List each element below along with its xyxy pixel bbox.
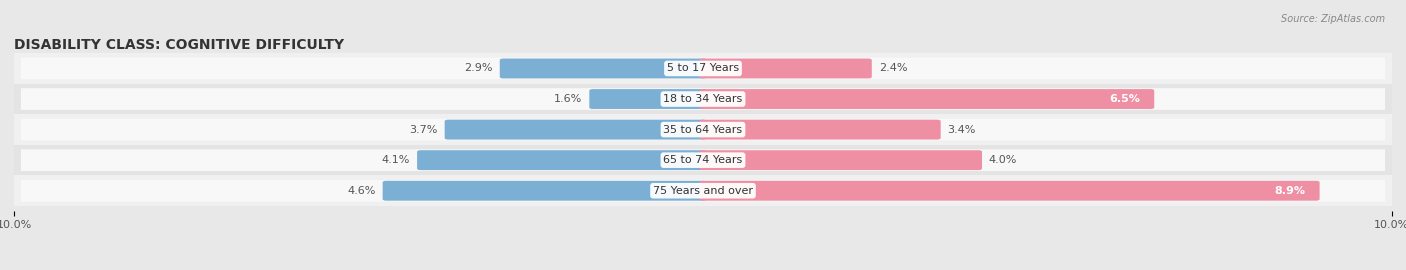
- Text: 75 Years and over: 75 Years and over: [652, 186, 754, 196]
- Text: 4.1%: 4.1%: [382, 155, 411, 165]
- FancyBboxPatch shape: [14, 176, 1392, 206]
- Text: 2.9%: 2.9%: [464, 63, 494, 73]
- FancyBboxPatch shape: [21, 149, 1385, 171]
- FancyBboxPatch shape: [21, 58, 1385, 79]
- Text: 1.6%: 1.6%: [554, 94, 582, 104]
- FancyBboxPatch shape: [14, 145, 1392, 176]
- FancyBboxPatch shape: [700, 89, 1154, 109]
- FancyBboxPatch shape: [21, 88, 1385, 110]
- Text: 2.4%: 2.4%: [879, 63, 907, 73]
- FancyBboxPatch shape: [14, 84, 1392, 114]
- Text: DISABILITY CLASS: COGNITIVE DIFFICULTY: DISABILITY CLASS: COGNITIVE DIFFICULTY: [14, 38, 344, 52]
- FancyBboxPatch shape: [444, 120, 706, 140]
- FancyBboxPatch shape: [21, 119, 1385, 140]
- FancyBboxPatch shape: [700, 181, 1320, 201]
- FancyBboxPatch shape: [499, 59, 706, 78]
- FancyBboxPatch shape: [382, 181, 706, 201]
- FancyBboxPatch shape: [700, 59, 872, 78]
- FancyBboxPatch shape: [14, 114, 1392, 145]
- FancyBboxPatch shape: [418, 150, 706, 170]
- Text: 5 to 17 Years: 5 to 17 Years: [666, 63, 740, 73]
- FancyBboxPatch shape: [700, 150, 981, 170]
- Text: 65 to 74 Years: 65 to 74 Years: [664, 155, 742, 165]
- Text: 6.5%: 6.5%: [1109, 94, 1140, 104]
- Text: 3.7%: 3.7%: [409, 124, 437, 135]
- FancyBboxPatch shape: [589, 89, 706, 109]
- Text: 3.4%: 3.4%: [948, 124, 976, 135]
- Text: 4.6%: 4.6%: [347, 186, 375, 196]
- FancyBboxPatch shape: [700, 120, 941, 140]
- FancyBboxPatch shape: [21, 180, 1385, 202]
- FancyBboxPatch shape: [14, 53, 1392, 84]
- Text: 8.9%: 8.9%: [1275, 186, 1306, 196]
- Text: 18 to 34 Years: 18 to 34 Years: [664, 94, 742, 104]
- Text: 4.0%: 4.0%: [988, 155, 1018, 165]
- Text: Source: ZipAtlas.com: Source: ZipAtlas.com: [1281, 14, 1385, 23]
- Text: 35 to 64 Years: 35 to 64 Years: [664, 124, 742, 135]
